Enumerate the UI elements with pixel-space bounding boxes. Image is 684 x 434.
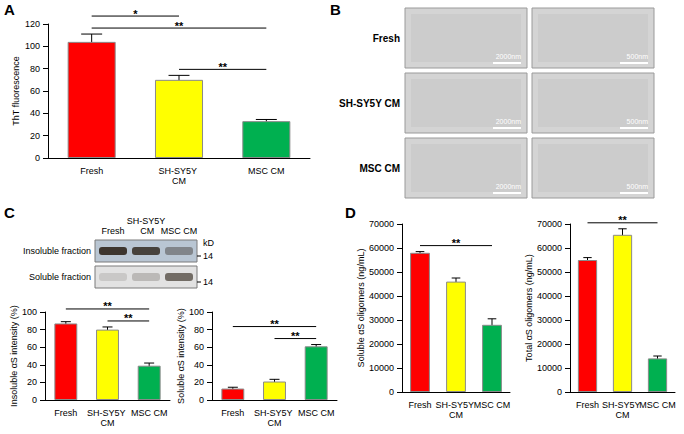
- svg-text:CM: CM: [268, 418, 282, 428]
- svg-text:60: 60: [30, 86, 40, 96]
- svg-text:10000: 10000: [369, 363, 394, 373]
- svg-text:70000: 70000: [537, 219, 562, 229]
- svg-text:MSC CM: MSC CM: [298, 408, 335, 418]
- svg-text:60: 60: [27, 342, 37, 352]
- svg-text:20: 20: [27, 377, 37, 387]
- svg-text:SH-SY5Y: SH-SY5Y: [87, 408, 128, 418]
- svg-text:*: *: [133, 8, 138, 20]
- svg-text:**: **: [291, 330, 300, 342]
- svg-text:**: **: [175, 20, 184, 32]
- svg-text:MSC CM: MSC CM: [639, 400, 676, 410]
- svg-text:100: 100: [25, 41, 40, 51]
- svg-text:0: 0: [32, 395, 37, 405]
- svg-text:Insoluble αS intensity (%): Insoluble αS intensity (%): [9, 305, 19, 407]
- svg-text:60: 60: [194, 342, 204, 352]
- svg-text:MSC CM: MSC CM: [359, 163, 400, 174]
- svg-text:100: 100: [189, 307, 204, 317]
- svg-text:MSC CM: MSC CM: [248, 166, 285, 176]
- svg-text:0: 0: [199, 395, 204, 405]
- svg-text:80: 80: [30, 64, 40, 74]
- svg-text:**: **: [618, 214, 627, 226]
- svg-text:80: 80: [27, 325, 37, 335]
- svg-text:SH-SY5Y: SH-SY5Y: [436, 400, 477, 410]
- svg-text:500nm: 500nm: [627, 53, 649, 60]
- svg-text:A: A: [4, 1, 15, 18]
- svg-text:0: 0: [557, 387, 562, 397]
- svg-text:50000: 50000: [537, 267, 562, 277]
- svg-text:SH-SY5Y: SH-SY5Y: [602, 400, 643, 410]
- svg-text:Fresh: Fresh: [221, 408, 244, 418]
- svg-text:CM: CM: [449, 410, 463, 420]
- svg-text:20000: 20000: [369, 339, 394, 349]
- svg-text:**: **: [270, 318, 279, 330]
- svg-text:D: D: [345, 204, 356, 221]
- svg-text:Fresh: Fresh: [373, 33, 400, 44]
- svg-text:40: 40: [30, 108, 40, 118]
- svg-text:40000: 40000: [537, 291, 562, 301]
- svg-text:0: 0: [35, 153, 40, 163]
- svg-text:30000: 30000: [537, 315, 562, 325]
- svg-text:0: 0: [389, 387, 394, 397]
- svg-text:Soluble fraction: Soluble fraction: [29, 272, 91, 282]
- svg-text:2000nm: 2000nm: [496, 183, 521, 190]
- svg-text:60000: 60000: [369, 243, 394, 253]
- svg-text:CM: CM: [616, 410, 630, 420]
- svg-text:Fresh: Fresh: [101, 226, 124, 236]
- svg-text:ThT fluorescence: ThT fluorescence: [11, 56, 21, 125]
- svg-text:Soluble αS intensity (%): Soluble αS intensity (%): [176, 308, 186, 404]
- svg-text:MSC CM: MSC CM: [474, 400, 511, 410]
- svg-text:100: 100: [22, 307, 37, 317]
- svg-text:30000: 30000: [369, 315, 394, 325]
- svg-text:CM: CM: [172, 176, 186, 186]
- svg-text:MSC CM: MSC CM: [161, 226, 198, 236]
- svg-text:40: 40: [27, 360, 37, 370]
- svg-text:120: 120: [25, 19, 40, 29]
- svg-text:60000: 60000: [537, 243, 562, 253]
- svg-text:**: **: [452, 237, 461, 249]
- svg-text:MSC CM: MSC CM: [131, 408, 168, 418]
- svg-text:2000nm: 2000nm: [496, 118, 521, 125]
- svg-text:Total αS oligomers (ng/mL): Total αS oligomers (ng/mL): [524, 254, 534, 362]
- svg-text:14: 14: [203, 251, 213, 261]
- svg-text:SH-SY5Y: SH-SY5Y: [254, 408, 295, 418]
- svg-text:SH-SY5Y: SH-SY5Y: [127, 216, 166, 226]
- svg-text:20: 20: [30, 131, 40, 141]
- svg-text:kD: kD: [203, 238, 215, 248]
- svg-text:CM: CM: [101, 418, 115, 428]
- svg-text:40000: 40000: [369, 291, 394, 301]
- svg-text:20: 20: [194, 377, 204, 387]
- svg-text:2000nm: 2000nm: [496, 53, 521, 60]
- svg-text:Fresh: Fresh: [80, 166, 103, 176]
- svg-text:SH-SY5Y CM: SH-SY5Y CM: [339, 98, 400, 109]
- svg-text:**: **: [103, 300, 112, 312]
- svg-text:Fresh: Fresh: [408, 400, 431, 410]
- svg-text:80: 80: [194, 325, 204, 335]
- svg-text:B: B: [330, 1, 341, 18]
- svg-text:SH-SY5Y: SH-SY5Y: [159, 166, 200, 176]
- svg-text:500nm: 500nm: [627, 118, 649, 125]
- svg-text:Soluble αS oligomers (ng/mL): Soluble αS oligomers (ng/mL): [356, 249, 366, 368]
- svg-text:14: 14: [203, 277, 213, 287]
- svg-text:CM: CM: [138, 226, 155, 236]
- svg-text:**: **: [124, 312, 133, 324]
- svg-text:Fresh: Fresh: [576, 400, 599, 410]
- svg-text:C: C: [4, 204, 15, 221]
- svg-text:500nm: 500nm: [627, 183, 649, 190]
- svg-text:Fresh: Fresh: [54, 408, 77, 418]
- svg-text:Insoluble fraction: Insoluble fraction: [23, 246, 91, 256]
- svg-text:40: 40: [194, 360, 204, 370]
- svg-text:70000: 70000: [369, 219, 394, 229]
- svg-text:50000: 50000: [369, 267, 394, 277]
- svg-text:20000: 20000: [537, 339, 562, 349]
- svg-text:10000: 10000: [537, 363, 562, 373]
- svg-text:**: **: [218, 61, 227, 73]
